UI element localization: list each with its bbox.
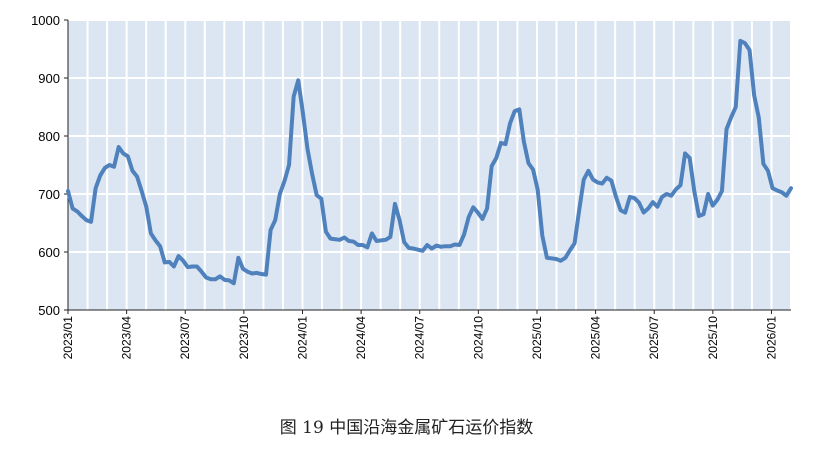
y-tick-label: 900: [38, 71, 60, 86]
x-tick-label: 2024/07: [413, 316, 427, 360]
horizontal-gridlines: [68, 19, 791, 253]
x-tick-label: 2024/10: [471, 316, 485, 360]
y-tick-label: 1000: [31, 13, 60, 28]
x-tick-label: 2024/04: [354, 316, 368, 360]
y-tick-label: 700: [38, 187, 60, 202]
plot-background: [68, 20, 791, 310]
y-tick-label: 600: [38, 245, 60, 260]
series-line: [66, 38, 793, 286]
y-tick-labels: 500 600 700 800 900 1000: [31, 13, 68, 318]
vertical-gridlines: [86, 20, 792, 310]
figure-caption: 图 19 中国沿海金属矿石运价指数: [279, 418, 534, 438]
x-tick-label: 2025/07: [647, 316, 661, 360]
x-tick-label: 2026/01: [764, 316, 778, 360]
y-tick-label: 800: [38, 129, 60, 144]
y-tick-label: 500: [38, 303, 60, 318]
x-tick-label: 2025/01: [530, 316, 544, 360]
x-tick-label: 2023/01: [61, 316, 75, 360]
x-tick-label: 2023/07: [178, 316, 192, 360]
x-tick-labels: 2023/01 2023/04 2023/07 2023/10 2024/01 2024/…: [61, 310, 778, 359]
x-tick-label: 2025/04: [589, 316, 603, 360]
x-tick-label: 2025/10: [706, 316, 720, 360]
x-tick-label: 2024/01: [295, 316, 309, 360]
x-tick-label: 2023/04: [120, 316, 134, 360]
x-tick-label: 2023/10: [237, 316, 251, 360]
series-group: [66, 38, 793, 286]
